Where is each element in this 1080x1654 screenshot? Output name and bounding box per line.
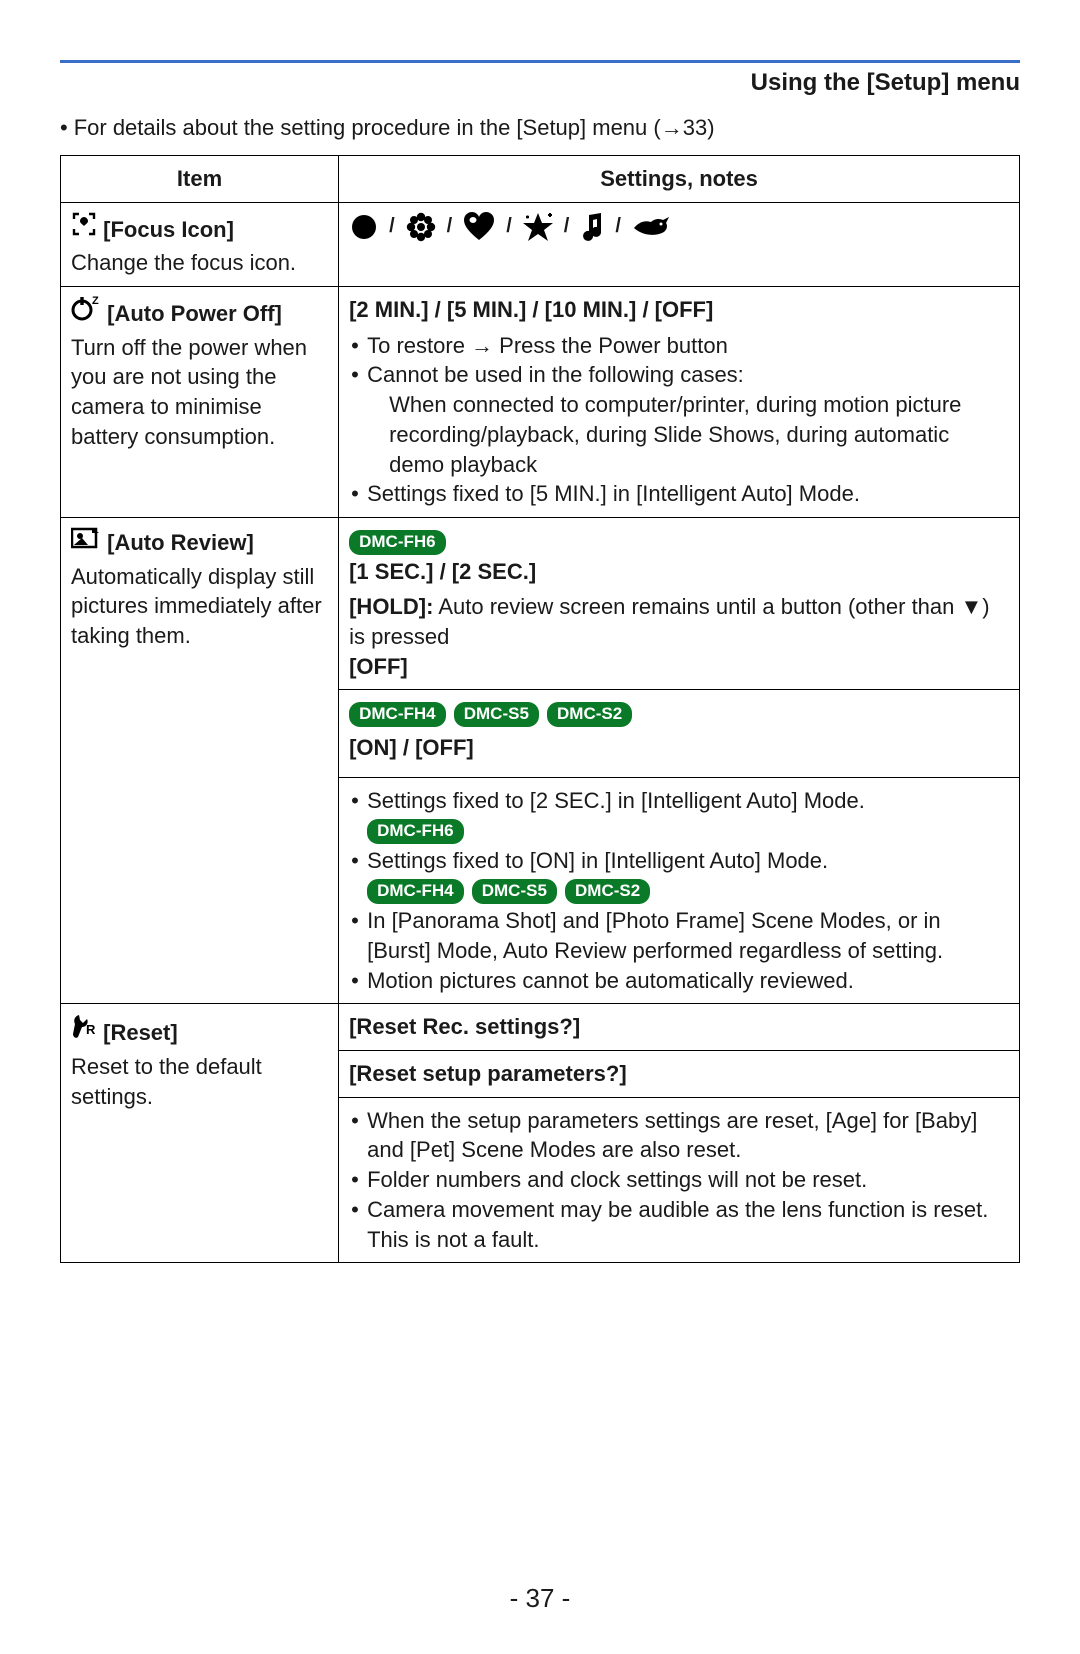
- badge-dmc-fh4-b: DMC-FH4: [367, 879, 464, 904]
- settings-table: Item Settings, notes [Focus Icon] Change…: [60, 155, 1020, 1263]
- heart-icon: [462, 212, 496, 242]
- focus-icon-options: / / / / /: [349, 211, 1009, 243]
- col-item: Item: [61, 156, 339, 203]
- review-opt1: [1 SEC.] / [2 SEC.]: [349, 557, 1009, 587]
- power-note-2a: When connected to computer/printer, duri…: [389, 390, 1009, 479]
- power-note-3: Settings fixed to [5 MIN.] in [Intellige…: [349, 479, 1009, 509]
- review-note-3: In [Panorama Shot] and [Photo Frame] Sce…: [349, 906, 1009, 965]
- focus-desc: Change the focus icon.: [71, 248, 328, 278]
- review-note-4: Motion pictures cannot be automatically …: [349, 966, 1009, 996]
- reset-desc: Reset to the default settings.: [71, 1052, 328, 1111]
- page-header: Using the [Setup] menu: [60, 69, 1020, 97]
- reset-wrench-icon: R: [71, 1012, 97, 1040]
- reset-note-1: When the setup parameters settings are r…: [349, 1106, 1009, 1165]
- reset-note-3: Camera movement may be audible as the le…: [349, 1195, 1009, 1254]
- hold-text: Auto review screen remains until a butto…: [349, 594, 990, 649]
- badge-dmc-fh6-b: DMC-FH6: [367, 819, 464, 844]
- intro-text: For details about the setting procedure …: [74, 115, 715, 140]
- review-desc: Automatically display still pictures imm…: [71, 562, 328, 651]
- svg-text:R: R: [86, 1022, 96, 1037]
- power-note-2: Cannot be used in the following cases:: [367, 362, 744, 387]
- hold-label: [HOLD]:: [349, 594, 433, 619]
- badge-dmc-s5: DMC-S5: [454, 702, 539, 727]
- badge-dmc-s2: DMC-S2: [547, 702, 632, 727]
- power-options: [2 MIN.] / [5 MIN.] / [10 MIN.] / [OFF]: [349, 295, 1009, 325]
- intro-line: •For details about the setting procedure…: [60, 115, 1020, 141]
- circle-icon: [349, 212, 379, 242]
- page-number: - 37 -: [60, 1583, 1020, 1614]
- focus-title: [Focus Icon]: [103, 217, 234, 242]
- review-opt2: [ON] / [OFF]: [349, 733, 1009, 763]
- reset-note-2: Folder numbers and clock settings will n…: [349, 1165, 1009, 1195]
- svg-text:Z: Z: [92, 295, 99, 307]
- bird-icon: [631, 214, 671, 240]
- power-title: [Auto Power Off]: [107, 301, 282, 326]
- badge-dmc-fh4: DMC-FH4: [349, 702, 446, 727]
- music-note-icon: [579, 211, 605, 243]
- power-note-1: To restore → Press the Power button: [349, 331, 1009, 361]
- reset-q1: [Reset Rec. settings?]: [339, 1004, 1020, 1051]
- reset-title: [Reset]: [103, 1020, 178, 1045]
- badge-dmc-s2-b: DMC-S2: [565, 879, 650, 904]
- badge-dmc-s5-b: DMC-S5: [472, 879, 557, 904]
- power-desc: Turn off the power when you are not usin…: [71, 333, 328, 452]
- focus-corners-icon: [71, 211, 97, 237]
- star-icon: [522, 211, 554, 243]
- reset-q2: [Reset setup parameters?]: [339, 1051, 1020, 1098]
- review-title: [Auto Review]: [107, 530, 254, 555]
- review-off: [OFF]: [349, 652, 1009, 682]
- col-settings: Settings, notes: [339, 156, 1020, 203]
- power-sleep-icon: Z: [71, 295, 101, 321]
- review-note-1: Settings fixed to [2 SEC.] in [Intellige…: [367, 788, 865, 813]
- review-note-2: Settings fixed to [ON] in [Intelligent A…: [367, 848, 828, 873]
- badge-dmc-fh6: DMC-FH6: [349, 530, 446, 555]
- review-photo-icon: [71, 526, 101, 550]
- flower-icon: [405, 211, 437, 243]
